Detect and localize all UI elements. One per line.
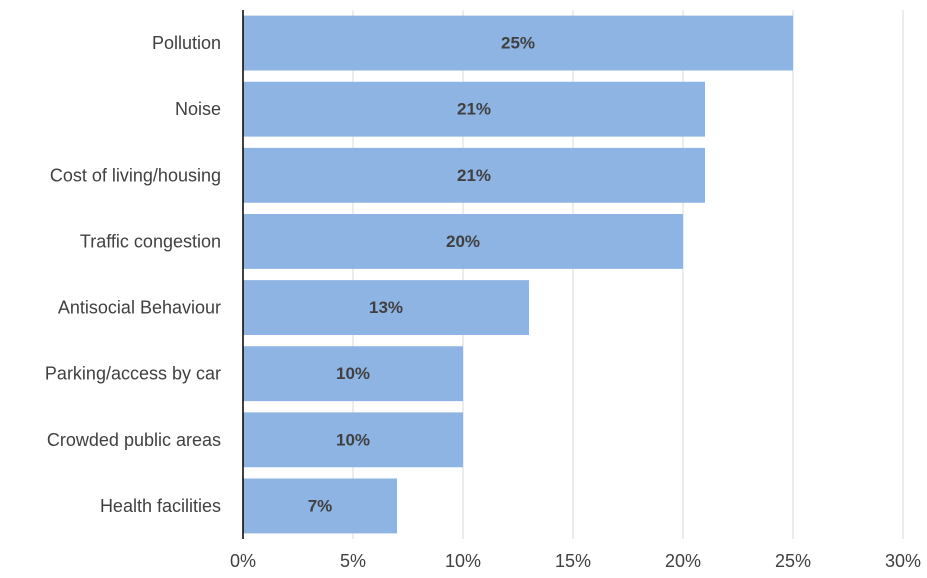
data-label-crowded-public-areas: 10% xyxy=(336,430,370,449)
category-label-pollution: Pollution xyxy=(152,33,221,53)
bar-pollution xyxy=(243,15,793,71)
data-label-health-facilities: 7% xyxy=(308,496,333,515)
data-label-noise: 21% xyxy=(457,100,491,119)
data-label-traffic-congestion: 20% xyxy=(446,232,480,251)
bar-antisocial-behaviour xyxy=(243,280,529,336)
category-label-antisocial-behaviour: Antisocial Behaviour xyxy=(58,298,221,318)
bar-crowded-public-areas xyxy=(243,412,463,468)
bar-parking-access-by-car xyxy=(243,346,463,402)
x-tick-label-5pct: 5% xyxy=(340,551,366,571)
bar-health-facilities xyxy=(243,478,397,534)
category-label-health-facilities: Health facilities xyxy=(100,496,221,516)
data-label-pollution: 25% xyxy=(501,34,535,53)
bar-traffic-congestion xyxy=(243,213,683,269)
data-label-antisocial-behaviour: 13% xyxy=(369,298,403,317)
category-label-cost-of-living-housing: Cost of living/housing xyxy=(50,165,221,185)
category-label-noise: Noise xyxy=(175,99,221,119)
x-tick-label-0pct: 0% xyxy=(230,551,256,571)
x-tick-label-20pct: 20% xyxy=(665,551,701,571)
x-tick-label-30pct: 30% xyxy=(885,551,921,571)
bars xyxy=(243,15,793,534)
x-tick-label-25pct: 25% xyxy=(775,551,811,571)
x-tick-label-15pct: 15% xyxy=(555,551,591,571)
category-label-traffic-congestion: Traffic congestion xyxy=(80,231,221,251)
data-label-cost-of-living-housing: 21% xyxy=(457,166,491,185)
category-label-crowded-public-areas: Crowded public areas xyxy=(47,430,221,450)
labels: 25% Pollution 21% Noise 21% Cost of living/ho… xyxy=(45,33,921,571)
category-label-parking-access-by-car: Parking/access by car xyxy=(45,364,221,384)
data-label-parking-access-by-car: 10% xyxy=(336,364,370,383)
x-tick-label-10pct: 10% xyxy=(445,551,481,571)
bar-noise xyxy=(243,81,705,137)
bar-cost-of-living-housing xyxy=(243,147,705,203)
